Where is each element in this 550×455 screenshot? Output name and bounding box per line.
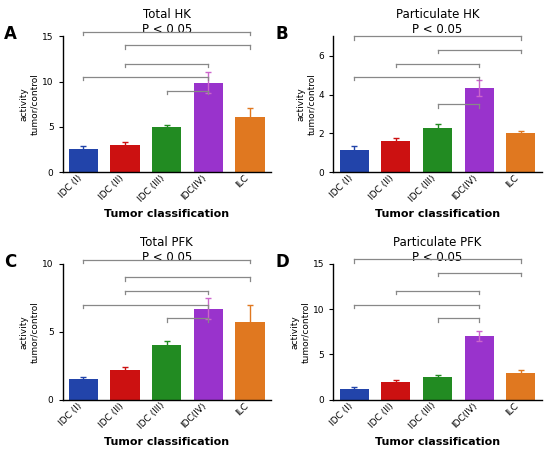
Bar <box>194 82 223 172</box>
Bar <box>69 149 98 172</box>
Bar <box>423 377 452 399</box>
Bar <box>506 133 535 172</box>
Bar <box>506 373 535 399</box>
Text: B: B <box>275 25 288 44</box>
Bar <box>340 389 369 399</box>
Bar <box>381 382 410 399</box>
Bar <box>465 88 494 172</box>
Title: Particulate PFK
P < 0.05: Particulate PFK P < 0.05 <box>393 236 482 264</box>
Bar <box>152 127 182 172</box>
X-axis label: Tumor classification: Tumor classification <box>104 437 229 447</box>
Title: Particulate HK
P < 0.05: Particulate HK P < 0.05 <box>396 8 479 36</box>
Bar <box>235 322 265 399</box>
X-axis label: Tumor classification: Tumor classification <box>104 209 229 219</box>
Bar <box>111 145 140 172</box>
Text: C: C <box>4 253 16 271</box>
Text: A: A <box>4 25 17 44</box>
Bar <box>340 150 369 172</box>
Text: D: D <box>275 253 289 271</box>
Bar <box>194 308 223 399</box>
Bar <box>423 127 452 172</box>
X-axis label: Tumor classification: Tumor classification <box>375 209 500 219</box>
Y-axis label: activity
tumor/control: activity tumor/control <box>20 301 39 363</box>
Title: Total PFK
P < 0.05: Total PFK P < 0.05 <box>140 236 193 264</box>
Bar <box>111 370 140 399</box>
Title: Total HK
P < 0.05: Total HK P < 0.05 <box>141 8 192 36</box>
Y-axis label: activity
tumor/control: activity tumor/control <box>20 73 39 135</box>
Bar <box>465 336 494 399</box>
Y-axis label: activity
tumor/control: activity tumor/control <box>291 301 310 363</box>
Bar <box>152 345 182 399</box>
Y-axis label: activity
tumor/control: activity tumor/control <box>296 73 316 135</box>
X-axis label: Tumor classification: Tumor classification <box>375 437 500 447</box>
Bar <box>381 141 410 172</box>
Bar <box>235 117 265 172</box>
Bar <box>69 379 98 399</box>
